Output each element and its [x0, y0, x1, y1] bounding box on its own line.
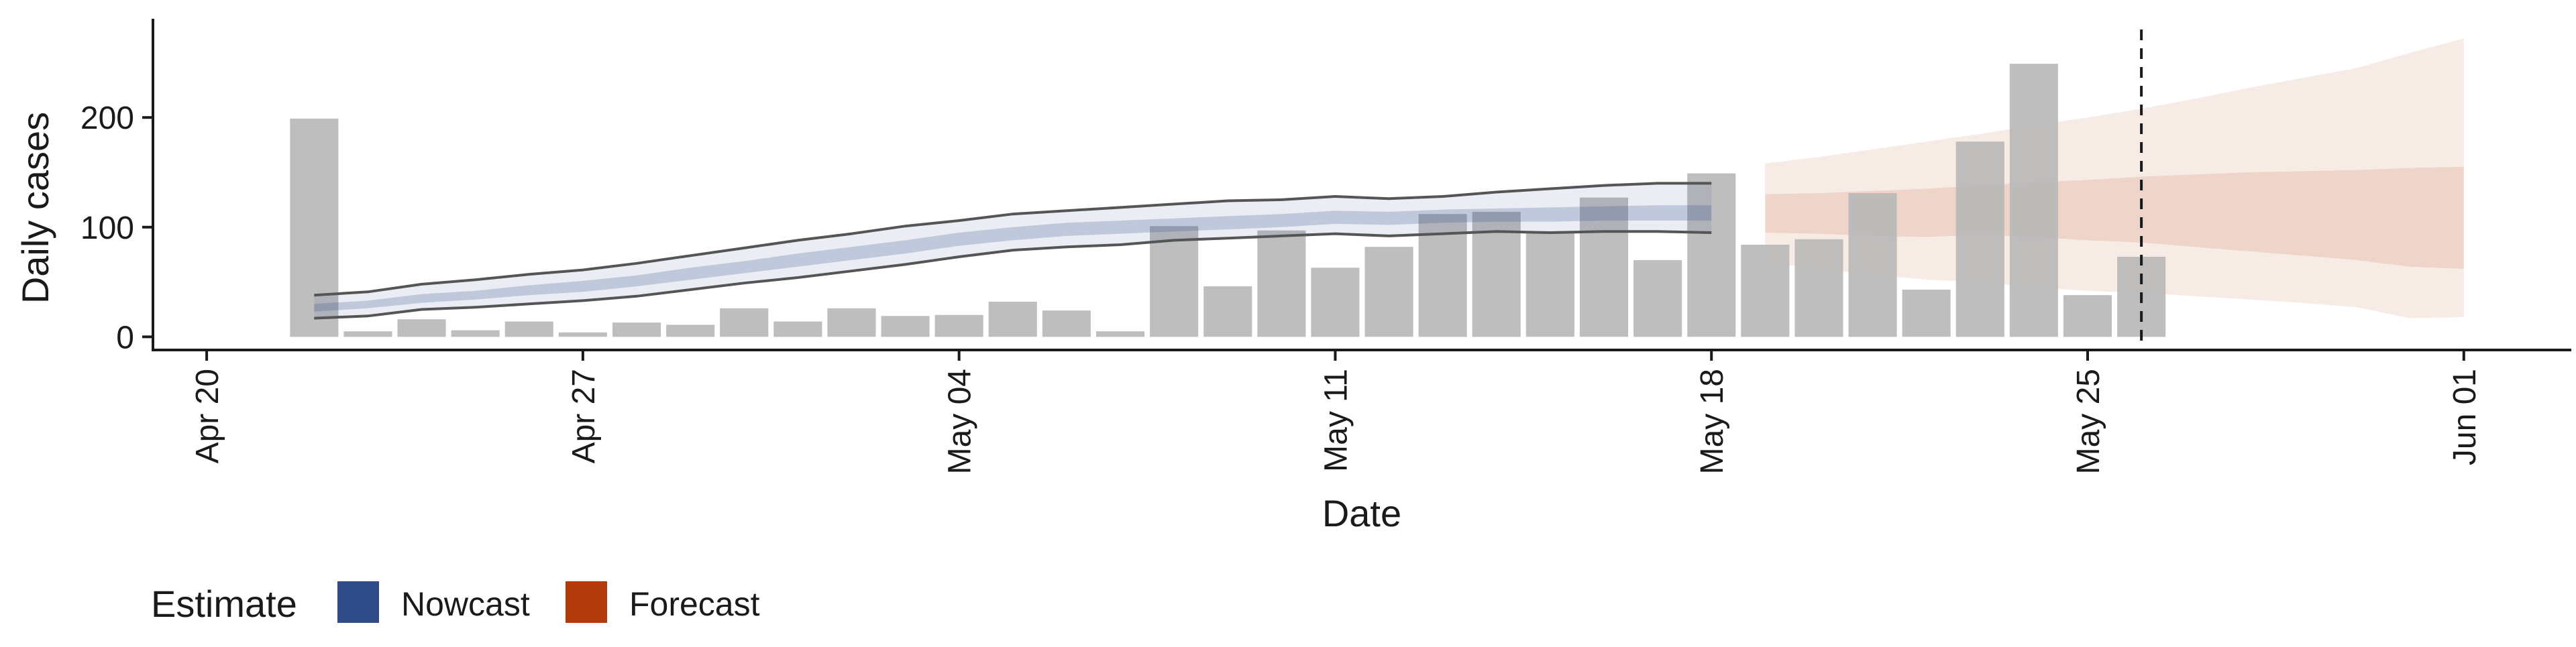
case-bar — [1848, 193, 1897, 337]
daily-case-bars — [290, 64, 2166, 337]
case-bar — [773, 321, 822, 337]
legend-label-nowcast: Nowcast — [401, 585, 530, 623]
x-tick-label: May 11 — [1318, 369, 1354, 472]
x-tick-label: May 04 — [943, 369, 978, 474]
case-bar — [1902, 290, 1951, 337]
case-bar — [934, 314, 983, 337]
legend-swatch-nowcast — [337, 581, 379, 623]
case-bar — [1364, 247, 1413, 337]
x-tick-label: Apr 27 — [566, 369, 602, 463]
axis-ticks: 0 100 200 Apr 20 Apr 27 May 04 May 11 May 18 May… — [80, 101, 2483, 474]
case-bar — [1311, 268, 1360, 337]
legend-label-forecast: Forecast — [629, 585, 760, 623]
legend: Estimate Nowcast Forecast — [151, 581, 760, 625]
nowcast-band-50 — [314, 205, 1712, 312]
case-bar — [1203, 286, 1252, 337]
case-bar — [1579, 197, 1628, 337]
case-bar — [504, 321, 553, 337]
case-bar — [1042, 310, 1091, 337]
case-bar — [451, 330, 500, 337]
legend-title: Estimate — [151, 583, 297, 625]
case-bar — [881, 316, 930, 337]
nowcast-bands — [314, 183, 1712, 318]
case-bar — [612, 322, 661, 337]
x-tick-label: May 25 — [2071, 369, 2106, 474]
case-bar — [1633, 259, 1682, 337]
case-bar — [1794, 239, 1843, 337]
case-bar — [558, 332, 607, 337]
forecast-band-50 — [1765, 166, 2464, 269]
forecast-bands — [1765, 38, 2464, 318]
y-tick-label: 200 — [80, 101, 134, 136]
x-tick-label: Apr 20 — [190, 369, 225, 463]
case-bar — [666, 325, 715, 337]
case-bar — [290, 118, 339, 337]
case-bar — [2009, 64, 2058, 337]
case-bar — [720, 308, 769, 337]
case-bar — [397, 319, 446, 337]
x-tick-label: Jun 01 — [2447, 369, 2483, 465]
nowcast-upper-line — [314, 182, 1712, 297]
legend-swatch-forecast — [566, 581, 607, 623]
case-bar — [1955, 141, 2004, 337]
nowcast-bound-lines — [314, 182, 1712, 320]
case-bar — [1525, 231, 1574, 337]
nowcast-band-90 — [314, 183, 1712, 318]
y-tick-label: 0 — [116, 320, 134, 355]
case-bar — [1741, 245, 1790, 337]
case-bar — [827, 308, 876, 337]
x-axis-title: Date — [1322, 492, 1401, 534]
y-axis-title: Daily cases — [14, 112, 56, 304]
y-tick-label: 100 — [80, 211, 134, 246]
forecast-band-90 — [1765, 38, 2464, 318]
case-bar — [988, 302, 1037, 337]
x-tick-label: May 18 — [1695, 369, 1730, 474]
case-bar — [1150, 226, 1199, 337]
case-bar — [1687, 173, 1736, 337]
axes — [152, 19, 2571, 351]
nowcast-lower-line — [314, 230, 1712, 320]
case-bar — [2063, 295, 2112, 337]
case-bar — [343, 331, 392, 337]
case-bar — [1257, 230, 1306, 337]
case-bar — [1096, 331, 1145, 337]
